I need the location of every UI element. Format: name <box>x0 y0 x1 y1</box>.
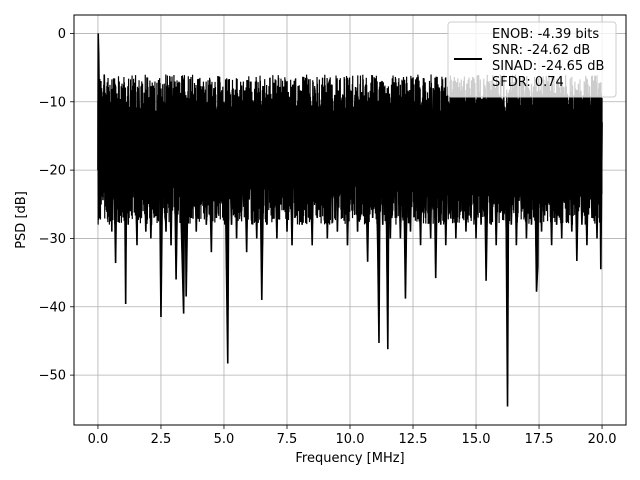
series-0-line <box>97 33 603 407</box>
x-axis-label: Frequency [MHz] <box>295 451 404 466</box>
y-tick-label-2: −20 <box>39 164 66 179</box>
x-tick-label-2: 5.0 <box>214 432 235 447</box>
y-tick-label-5: −50 <box>39 369 66 384</box>
x-tick-label-6: 15.0 <box>462 432 491 447</box>
y-tick-label-4: −40 <box>39 300 66 315</box>
x-tick-label-0: 0.0 <box>88 432 109 447</box>
y-tick-label-1: −10 <box>39 95 66 110</box>
x-tick-label-4: 10.0 <box>336 432 365 447</box>
legend: ENOB: -4.39 bits SNR: -24.62 dB SINAD: -… <box>447 21 617 98</box>
series-layer <box>97 33 603 407</box>
legend-snr-label: SNR: -24.62 dB <box>492 43 590 58</box>
y-tick-label-3: −30 <box>39 232 66 247</box>
x-tick-label-5: 12.5 <box>399 432 428 447</box>
legend-sinad-label: SINAD: -24.65 dB <box>492 59 604 74</box>
legend-sfdr-label: SFDR: 0.74 <box>492 75 564 90</box>
x-tick-label-7: 17.5 <box>525 432 554 447</box>
x-tick-label-3: 7.5 <box>277 432 298 447</box>
y-tick-label-0: 0 <box>58 27 66 42</box>
legend-enob-label: ENOB: -4.39 bits <box>492 27 599 42</box>
legend-box <box>447 21 617 98</box>
y-axis-label: PSD [dB] <box>14 191 29 249</box>
ticks: 0.0 2.5 5.0 7.5 10.0 12.5 15.0 17.5 20.0 0 −10 −20 −… <box>39 27 617 447</box>
x-tick-label-8: 20.0 <box>588 432 617 447</box>
x-tick-label-1: 2.5 <box>151 432 172 447</box>
